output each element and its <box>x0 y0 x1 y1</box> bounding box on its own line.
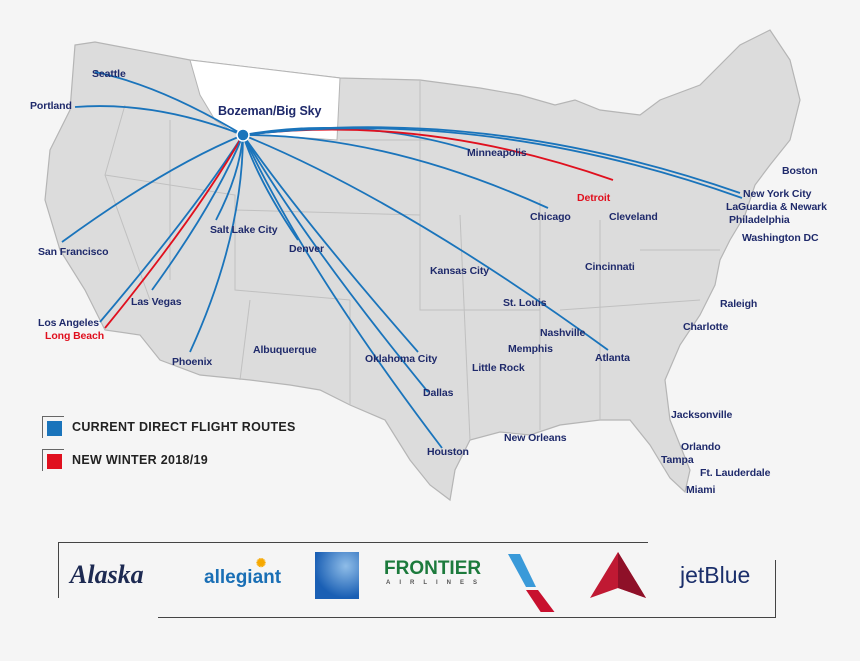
route-portland <box>74 105 244 136</box>
legend-swatch-current <box>42 416 64 438</box>
city-label-washington-dc: Washington DC <box>742 232 819 244</box>
city-label-tampa: Tampa <box>661 454 694 466</box>
city-label-boston: Boston <box>782 165 818 177</box>
jetblue-logo: jetBlue <box>680 562 751 588</box>
legend-new: NEW WINTER 2018/19 <box>42 449 208 471</box>
route-houston <box>242 134 443 449</box>
frontier-airlines-text: AIRLINES <box>386 580 487 586</box>
city-label-phoenix: Phoenix <box>172 356 213 368</box>
city-label-ft-lauderdale: Ft. Lauderdale <box>700 467 771 479</box>
city-label-orlando: Orlando <box>681 441 721 453</box>
city-label-seattle: Seattle <box>92 68 126 80</box>
route-salt-lake-city <box>215 134 244 221</box>
frontier-logo: FRONTIER <box>384 558 482 579</box>
hub-marker[interactable] <box>236 128 250 142</box>
city-label-miami: Miami <box>686 484 716 496</box>
american-logo <box>508 554 555 612</box>
city-label-minneapolis: Minneapolis <box>467 147 527 159</box>
route-seattle <box>94 71 244 136</box>
city-label-memphis: Memphis <box>508 343 553 355</box>
city-label-albuquerque: Albuquerque <box>253 344 317 356</box>
city-label-portland: Portland <box>30 100 72 112</box>
city-label-philadelphia: Philadelphia <box>729 214 790 226</box>
state-borders <box>104 80 720 441</box>
city-label-long-beach: Long Beach <box>45 330 105 342</box>
hub-label: Bozeman/Big Sky <box>218 104 322 118</box>
route-phoenix <box>189 134 244 353</box>
route-atlanta <box>242 134 609 351</box>
city-label-detroit: Detroit <box>577 192 611 204</box>
route-laguardia-newark <box>242 127 743 199</box>
city-label-nashville: Nashville <box>540 327 586 339</box>
city-label-denver: Denver <box>289 243 325 255</box>
city-label-los-angeles: Los Angeles <box>38 317 99 329</box>
city-label-laguardia-newark: LaGuardia & Newark <box>726 201 827 213</box>
route-las-vegas <box>151 134 244 291</box>
legend-label: NEW WINTER 2018/19 <box>72 453 208 467</box>
city-label-dallas: Dallas <box>423 387 454 399</box>
city-label-oklahoma-city: Oklahoma City <box>365 353 438 365</box>
city-label-las-vegas: Las Vegas <box>131 296 182 308</box>
legend-swatch-new <box>42 449 64 471</box>
route-long-beach <box>104 134 244 329</box>
swatch-fill <box>47 421 62 436</box>
swatch-fill <box>47 454 62 469</box>
alaska-logo: Alaska <box>70 560 144 589</box>
airline-logos: Alaska allegiant ✺ FRONTIER AIRLINES jet… <box>58 542 776 618</box>
route-chicago <box>242 134 549 209</box>
legend-label: CURRENT DIRECT FLIGHT ROUTES <box>72 420 296 434</box>
city-label-raleigh: Raleigh <box>720 298 758 310</box>
city-label-cincinnati: Cincinnati <box>585 261 635 273</box>
city-label-san-francisco: San Francisco <box>38 246 109 258</box>
route-denver <box>242 134 299 241</box>
route-oklahoma-city <box>242 134 419 353</box>
city-label-little-rock: Little Rock <box>472 362 525 374</box>
united-globe-logo <box>315 552 359 599</box>
route-san-francisco <box>61 134 244 243</box>
city-label-chicago: Chicago <box>530 211 571 223</box>
delta-logo <box>590 552 646 598</box>
route-dallas <box>242 134 429 393</box>
city-label-jacksonville: Jacksonville <box>671 409 733 421</box>
city-label-salt-lake-city: Salt Lake City <box>210 224 278 236</box>
sun-icon: ✺ <box>256 556 267 570</box>
city-label-houston: Houston <box>427 446 469 458</box>
city-label-cleveland: Cleveland <box>609 211 658 223</box>
allegiant-logo: allegiant <box>204 567 282 588</box>
route-los-angeles <box>99 134 244 323</box>
city-label-kansas-city: Kansas City <box>430 265 490 277</box>
city-label-atlanta: Atlanta <box>595 352 630 364</box>
city-label-st-louis: St. Louis <box>503 297 547 309</box>
legend-current: CURRENT DIRECT FLIGHT ROUTES <box>42 416 296 438</box>
city-label-new-orleans: New Orleans <box>504 432 567 444</box>
city-label-new-york-city: New York City <box>743 188 812 200</box>
flight-routes <box>61 71 743 449</box>
montana-state <box>189 59 341 141</box>
city-label-charlotte: Charlotte <box>683 321 729 333</box>
